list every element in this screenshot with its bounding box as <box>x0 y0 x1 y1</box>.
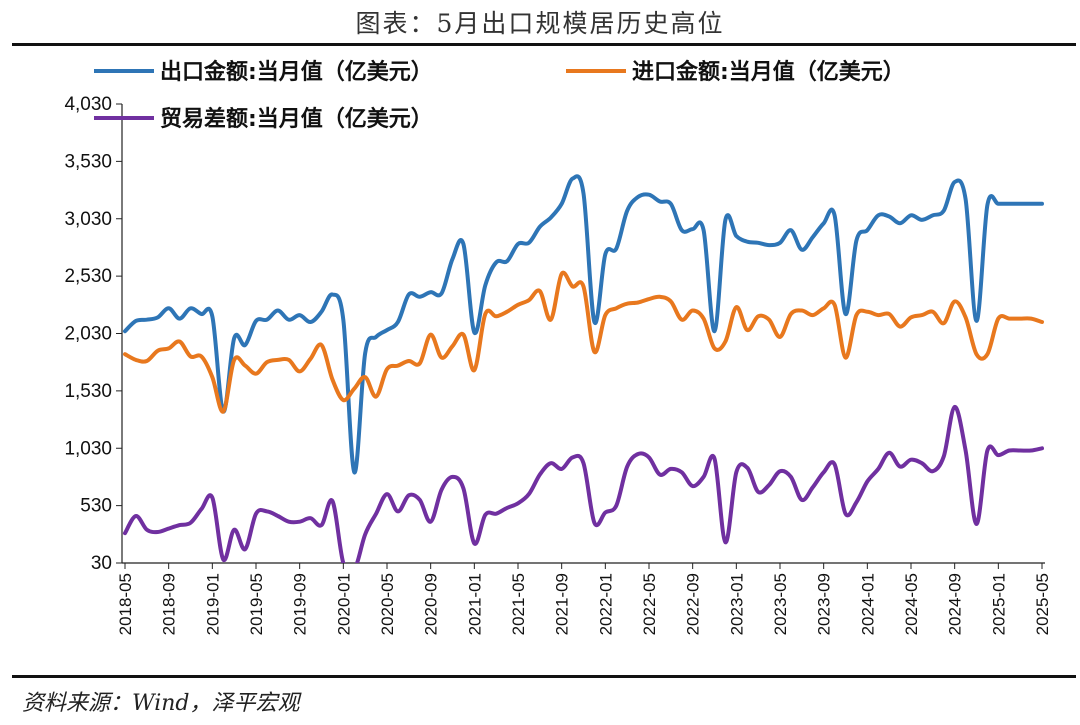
x-tick-label: 2018-05 <box>116 573 135 635</box>
axes <box>116 103 1045 569</box>
y-tick-label: 530 <box>80 496 112 517</box>
y-tick-label: 2,530 <box>64 266 112 287</box>
series-lines <box>123 174 1044 563</box>
series-line-2 <box>123 270 1044 414</box>
x-tick-label: 2021-09 <box>553 573 572 635</box>
x-tick-label: 2023-01 <box>727 573 746 635</box>
y-tick-label: 4,030 <box>64 94 112 115</box>
y-tick-label: 3,530 <box>64 151 112 172</box>
x-tick-labels: 2018-05 2018-09 2019-01 2019-05 2019-09 2020-… <box>116 573 1052 635</box>
legend-label-1: 出口金额:当月值（亿美元） <box>160 59 433 85</box>
x-tick-label: 2018-09 <box>160 573 179 635</box>
x-tick-label: 2025-01 <box>989 573 1008 635</box>
y-tick-label: 1,030 <box>64 438 112 459</box>
x-tick-label: 2021-01 <box>465 573 484 635</box>
y-tick-label: 1,530 <box>64 381 112 402</box>
chart-title: 图表：5月出口规模居历史高位 <box>355 9 725 38</box>
x-tick-label: 2025-05 <box>1033 573 1052 635</box>
y-tick-labels: 4,030 3,530 3,030 2,530 2,030 1,530 1,030 530 30 <box>64 94 112 574</box>
bottom-rule <box>12 675 1076 678</box>
series-line-3 <box>123 404 1044 563</box>
x-tick-label: 2021-05 <box>509 573 528 635</box>
top-rule <box>12 43 1076 46</box>
x-tick-label: 2022-09 <box>684 573 703 635</box>
x-tick-label: 2022-05 <box>640 573 659 635</box>
x-tick-label: 2024-09 <box>946 573 965 635</box>
y-tick-label: 3,030 <box>64 209 112 230</box>
x-tick-label: 2019-01 <box>203 573 222 635</box>
legend: 出口金额:当月值（亿美元） 进口金额:当月值（亿美元） 贸易差额:当月值（亿美元） <box>94 59 905 132</box>
legend-label-3: 贸易差额:当月值（亿美元） <box>160 106 433 132</box>
x-tick-label: 2023-05 <box>771 573 790 635</box>
x-tick-label: 2019-05 <box>247 573 266 635</box>
x-tick-label: 2020-05 <box>378 573 397 635</box>
y-tick-label: 2,030 <box>64 324 112 345</box>
x-tick-label: 2023-09 <box>815 573 834 635</box>
x-tick-label: 2022-01 <box>596 573 615 635</box>
x-tick-label: 2019-09 <box>291 573 310 635</box>
source-note: 资料来源：Wind，泽平宏观 <box>22 691 300 716</box>
x-tick-label: 2024-01 <box>858 573 877 635</box>
legend-label-2: 进口金额:当月值（亿美元） <box>632 59 905 85</box>
y-tick-label: 30 <box>91 553 112 574</box>
x-tick-label: 2020-09 <box>422 573 441 635</box>
x-tick-label: 2020-01 <box>334 573 353 635</box>
x-tick-label: 2024-05 <box>902 573 921 635</box>
series-line-1 <box>123 174 1044 475</box>
